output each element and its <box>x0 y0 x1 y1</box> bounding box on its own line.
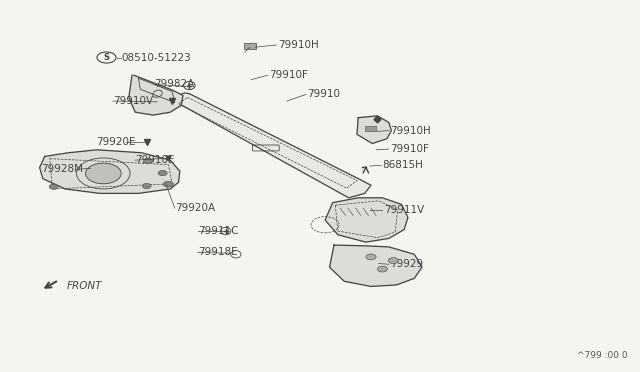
Text: 79928M: 79928M <box>41 164 83 174</box>
Polygon shape <box>325 198 408 242</box>
Text: FRONT: FRONT <box>67 281 102 291</box>
Text: 79982A: 79982A <box>154 80 195 89</box>
Text: 79910F: 79910F <box>269 70 308 80</box>
Circle shape <box>158 170 167 176</box>
Polygon shape <box>330 245 422 286</box>
FancyBboxPatch shape <box>244 44 256 49</box>
Circle shape <box>163 181 173 187</box>
Circle shape <box>378 266 388 272</box>
Polygon shape <box>357 116 392 144</box>
Text: 79910H: 79910H <box>390 126 431 136</box>
Circle shape <box>142 183 151 189</box>
Polygon shape <box>168 93 371 198</box>
Text: 86815H: 86815H <box>383 160 423 170</box>
Circle shape <box>143 158 152 163</box>
Polygon shape <box>40 150 180 193</box>
Text: 79911C: 79911C <box>198 226 238 236</box>
Text: 79911V: 79911V <box>384 205 424 215</box>
Circle shape <box>49 184 58 189</box>
Text: 79910V: 79910V <box>113 96 153 106</box>
Circle shape <box>388 258 398 263</box>
Text: 79918E: 79918E <box>198 247 237 257</box>
Text: S: S <box>104 53 109 62</box>
Text: 79910F: 79910F <box>390 144 429 154</box>
Polygon shape <box>129 75 183 115</box>
Text: 79929: 79929 <box>390 259 423 269</box>
Text: 79910H: 79910H <box>278 40 319 50</box>
Circle shape <box>86 163 121 184</box>
Text: 79920E: 79920E <box>96 137 135 147</box>
Text: ^799 :00 0: ^799 :00 0 <box>577 351 627 360</box>
Text: 79920A: 79920A <box>175 203 215 213</box>
Text: 08510-51223: 08510-51223 <box>121 52 191 62</box>
Text: 79910: 79910 <box>307 89 340 99</box>
FancyBboxPatch shape <box>365 126 376 131</box>
Circle shape <box>366 254 376 260</box>
Text: 79910E: 79910E <box>135 155 175 165</box>
